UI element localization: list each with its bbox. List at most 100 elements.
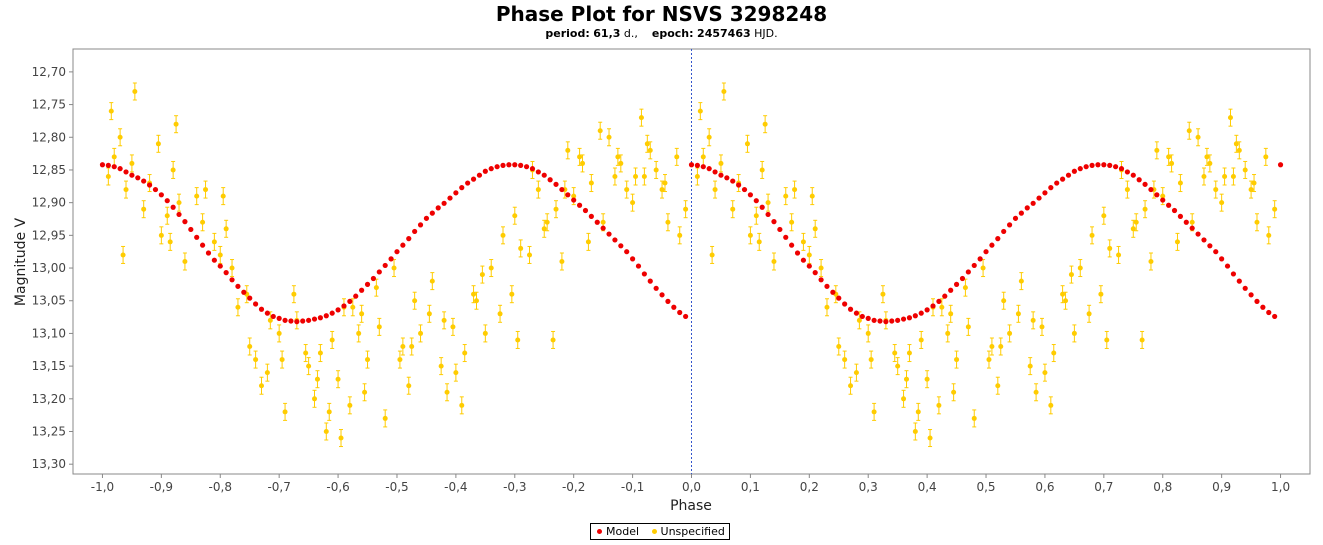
model-point: [1036, 195, 1042, 201]
model-point: [482, 168, 488, 174]
model-point: [883, 319, 889, 325]
observation-point: [1027, 357, 1033, 376]
x-tick-label: 0,8: [1153, 480, 1172, 494]
y-tick-label: 13,30: [32, 457, 66, 471]
x-tick-label: -0,9: [150, 480, 173, 494]
model-point: [747, 192, 754, 198]
observation-point: [338, 429, 344, 448]
observation-point: [951, 383, 957, 402]
x-tick-label: 0,7: [1094, 480, 1113, 494]
x-tick-label: 0,9: [1212, 480, 1231, 494]
observation-point: [718, 154, 724, 173]
model-point: [1113, 164, 1119, 170]
observation-point: [462, 344, 468, 363]
model-point: [559, 186, 565, 193]
model-point: [288, 318, 294, 324]
model-point: [571, 197, 577, 203]
observation-point: [211, 232, 217, 251]
observation-point: [683, 200, 689, 219]
observation-point: [1077, 259, 1083, 278]
model-point: [576, 202, 583, 208]
period-unit: d.,: [623, 27, 638, 40]
observation-point: [597, 121, 603, 140]
observation-point: [624, 180, 630, 199]
y-tick-label: 13,00: [32, 261, 66, 275]
model-point: [512, 162, 518, 168]
model-point: [1272, 313, 1278, 320]
observation-point: [314, 370, 320, 389]
y-tick-label: 13,20: [32, 392, 66, 406]
model-point: [653, 285, 659, 291]
observation-point: [853, 363, 859, 382]
model-point: [523, 164, 530, 170]
observation-point: [706, 128, 712, 147]
observation-point: [1116, 245, 1122, 264]
model-point: [1001, 228, 1007, 235]
model-point: [241, 289, 247, 295]
model-point: [995, 236, 1001, 242]
observation-point: [1213, 180, 1219, 199]
epoch-value: 2457463: [697, 27, 751, 40]
model-point: [1266, 309, 1272, 316]
model-point: [624, 249, 630, 255]
observation-point: [989, 337, 995, 356]
model-point: [117, 166, 123, 172]
observation-point: [744, 134, 750, 153]
observation-point: [173, 115, 179, 134]
observation-point: [194, 187, 200, 206]
model-point: [406, 236, 412, 242]
observation-point: [865, 324, 871, 343]
model-point: [694, 162, 700, 168]
observation-point: [453, 363, 459, 382]
model-point: [547, 177, 553, 183]
observation-point: [986, 350, 992, 369]
model-point: [948, 287, 954, 293]
epoch-unit: HJD.: [754, 27, 778, 40]
model-point: [859, 313, 865, 320]
model-point: [777, 226, 783, 233]
observation-point: [759, 160, 765, 179]
observation-point: [418, 324, 424, 343]
y-tick-label: 12,75: [32, 98, 66, 112]
observation-point: [1177, 174, 1183, 193]
observation-point: [1174, 232, 1180, 251]
observation-point: [1263, 147, 1269, 166]
model-point: [488, 166, 494, 172]
observation-point: [936, 396, 942, 415]
model-point: [794, 250, 801, 256]
observation-point: [998, 337, 1004, 356]
model-point: [1201, 237, 1207, 243]
model-point: [300, 318, 306, 324]
model-point: [812, 270, 818, 276]
observations-layer: [105, 82, 1278, 448]
observation-point: [382, 409, 388, 428]
model-point: [453, 190, 459, 196]
model-point: [977, 256, 983, 262]
observation-point: [1042, 363, 1048, 382]
observation-point: [400, 337, 406, 356]
model-point: [759, 204, 765, 210]
observation-point: [1219, 193, 1225, 212]
observation-point: [697, 102, 703, 121]
observation-point: [518, 239, 524, 258]
observation-point: [1051, 344, 1057, 363]
model-point: [270, 313, 276, 320]
observation-point: [479, 265, 485, 284]
model-point: [500, 162, 506, 168]
y-tick-label: 12,90: [32, 196, 66, 210]
observation-point: [1166, 147, 1172, 166]
observation-point: [1139, 330, 1145, 349]
model-point: [535, 169, 541, 175]
model-point: [329, 310, 335, 316]
model-point: [600, 225, 606, 231]
observation-point: [132, 82, 138, 101]
observation-point: [444, 383, 450, 402]
model-point: [912, 313, 918, 319]
observation-point: [123, 180, 129, 199]
legend-model-label: Model: [606, 525, 640, 538]
observation-point: [765, 193, 771, 212]
model-point: [665, 298, 671, 304]
model-point: [753, 198, 759, 204]
model-point: [311, 316, 318, 322]
model-point: [641, 271, 647, 277]
